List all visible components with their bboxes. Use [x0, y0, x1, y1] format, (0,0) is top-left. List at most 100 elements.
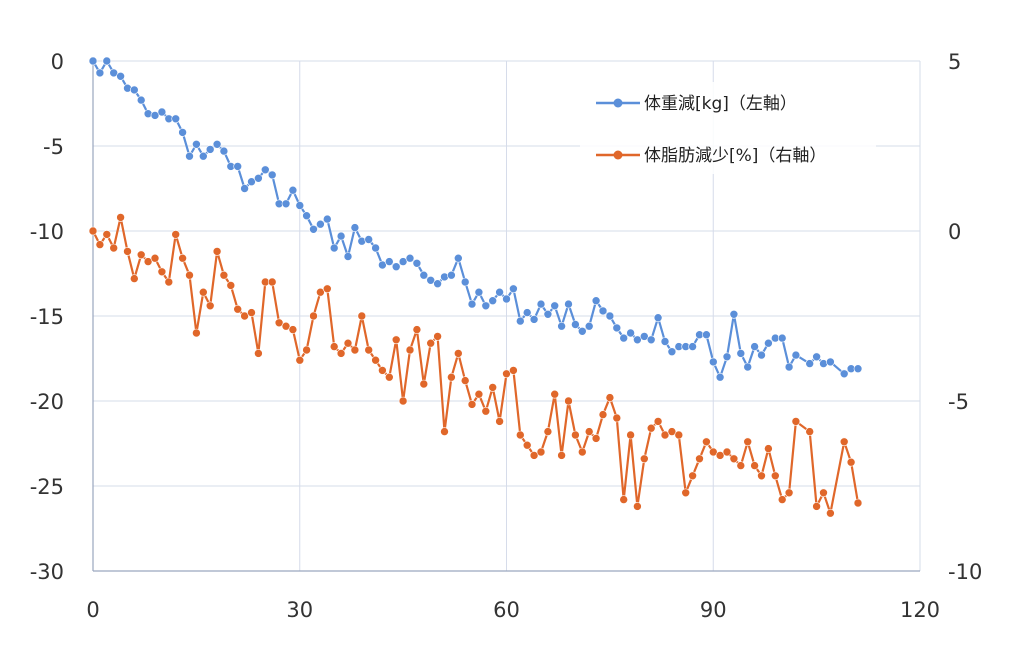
data-point: [426, 338, 436, 348]
data-point: [605, 393, 615, 402]
data-point: [136, 95, 146, 105]
data-point: [853, 498, 863, 508]
data-point: [715, 372, 725, 382]
data-point: [639, 332, 649, 341]
y-left-tick-label: -10: [30, 220, 64, 244]
data-point: [433, 279, 442, 289]
data-point: [722, 352, 732, 362]
y-right-tick-label: 0: [948, 220, 961, 244]
data-point: [529, 315, 539, 324]
data-point: [453, 253, 463, 263]
data-point: [660, 337, 670, 346]
data-point: [164, 277, 174, 287]
data-point: [192, 140, 201, 149]
data-point: [405, 345, 415, 355]
data-point: [591, 434, 601, 443]
data-point: [384, 372, 394, 382]
data-point: [281, 321, 291, 331]
data-point: [515, 430, 525, 440]
data-point: [495, 417, 504, 426]
data-point: [639, 454, 649, 464]
data-point: [460, 376, 470, 385]
legend-label: 体重減[kg]（左軸）: [644, 94, 797, 114]
data-point: [702, 437, 711, 447]
data-point: [150, 253, 160, 263]
data-point: [757, 350, 766, 360]
data-point: [329, 243, 339, 253]
data-point: [605, 311, 615, 321]
data-point: [509, 366, 518, 375]
data-point: [653, 417, 663, 426]
data-point: [336, 349, 346, 358]
data-point: [853, 364, 863, 374]
data-point: [384, 257, 394, 266]
y-left-tick-label: -30: [30, 560, 64, 584]
data-point: [254, 349, 263, 358]
data-point: [357, 311, 367, 321]
legend-item: 体重減[kg]（左軸）: [596, 94, 797, 114]
data-point: [371, 243, 380, 253]
data-point: [481, 301, 491, 311]
data-point: [502, 369, 511, 379]
data-point: [805, 427, 815, 436]
data-point: [185, 151, 194, 161]
data-point: [88, 226, 98, 236]
data-point: [309, 225, 318, 234]
data-point: [550, 389, 560, 399]
data-point: [433, 332, 442, 341]
data-point: [474, 389, 484, 399]
data-point: [419, 270, 429, 280]
data-point: [247, 177, 256, 186]
data-point: [288, 325, 298, 334]
data-point: [102, 56, 112, 66]
y-right-tick-label: 5: [948, 50, 961, 74]
data-point: [722, 447, 732, 457]
data-point: [812, 352, 821, 362]
x-tick-label: 60: [493, 598, 520, 622]
data-point: [226, 281, 236, 290]
data-point: [88, 56, 98, 66]
data-point: [681, 488, 691, 498]
data-point: [571, 320, 580, 329]
series-1: [88, 213, 863, 518]
data-point: [584, 427, 594, 436]
legend: 体重減[kg]（左軸） 体脂肪減少[%]（右軸）: [580, 82, 876, 174]
data-point: [116, 72, 125, 81]
data-point: [343, 338, 353, 348]
data-point: [322, 284, 332, 294]
data-point: [481, 406, 491, 416]
data-point: [136, 250, 146, 260]
data-point: [826, 508, 835, 518]
data-point: [626, 430, 635, 440]
data-point: [288, 185, 298, 195]
data-point: [536, 299, 546, 309]
data-point: [509, 284, 518, 294]
data-point: [130, 274, 139, 283]
data-point: [612, 413, 622, 423]
data-point: [839, 437, 849, 447]
data-point: [729, 454, 739, 464]
data-point: [515, 316, 525, 326]
data-point: [757, 471, 766, 481]
data-point: [95, 240, 105, 249]
data-point: [467, 299, 477, 309]
data-point: [612, 323, 622, 333]
data-point: [467, 400, 477, 409]
data-point: [364, 345, 374, 355]
data-point: [626, 328, 635, 338]
data-point: [791, 350, 801, 360]
data-point: [123, 247, 132, 256]
y-left-tick-label: -15: [30, 305, 64, 329]
data-point: [805, 359, 815, 368]
data-point: [295, 355, 305, 365]
data-point: [474, 287, 484, 297]
data-point: [653, 313, 663, 323]
data-point: [584, 321, 594, 331]
y-right-tick-label: -10: [948, 560, 982, 584]
data-point: [736, 349, 746, 358]
data-point: [550, 301, 560, 311]
data-point: [557, 451, 566, 460]
data-point: [750, 342, 759, 351]
data-point: [212, 140, 222, 149]
data-point: [343, 252, 353, 261]
